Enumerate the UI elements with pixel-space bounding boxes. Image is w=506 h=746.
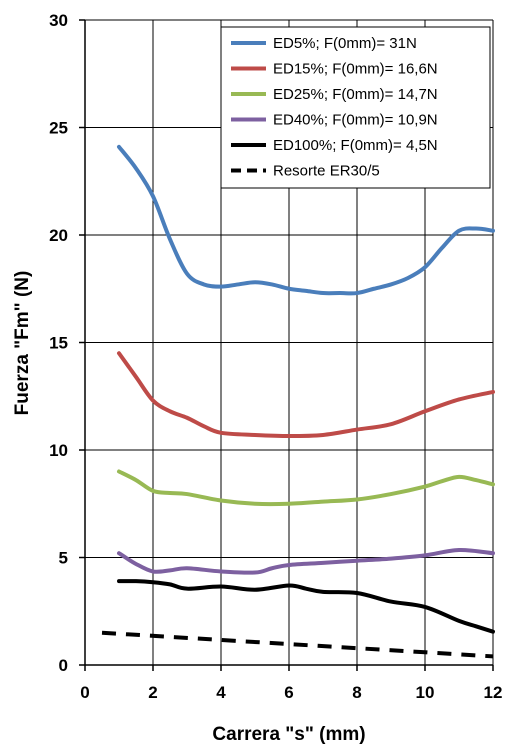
legend-label: ED100%; F(0mm)= 4,5N xyxy=(273,137,438,154)
legend-label: ED40%; F(0mm)= 10,9N xyxy=(273,112,438,129)
y-tick-label: 0 xyxy=(59,656,68,675)
series-lines xyxy=(101,144,495,659)
series-line xyxy=(101,630,494,659)
x-tick-label: 2 xyxy=(148,683,157,702)
series-line xyxy=(117,579,495,634)
x-tick-label: 4 xyxy=(216,683,226,702)
x-tick-label: 10 xyxy=(416,683,435,702)
x-tick-label: 12 xyxy=(484,683,503,702)
y-tick-label: 25 xyxy=(49,119,68,138)
legend-label: ED15%; F(0mm)= 16,6N xyxy=(273,61,438,78)
series-line xyxy=(117,547,495,575)
y-tick-label: 20 xyxy=(49,226,68,245)
y-axis-title: Fuerza "Fm" (N) xyxy=(12,271,33,416)
series-line xyxy=(117,469,495,507)
legend: ED5%; F(0mm)= 31N ED15%; F(0mm)= 16,6N ED2… xyxy=(220,26,491,189)
legend-box xyxy=(220,26,491,189)
y-tick-label: 30 xyxy=(49,11,68,30)
legend-label: ED25%; F(0mm)= 14,7N xyxy=(273,86,438,103)
series-line xyxy=(117,144,495,296)
x-tick-label: 0 xyxy=(80,683,89,702)
axes: 0 2 4 6 8 10 12 0 5 10 15 20 25 30 xyxy=(49,11,502,702)
legend-label: Resorte ER30/5 xyxy=(273,163,380,180)
y-tick-label: 10 xyxy=(49,441,68,460)
x-tick-label: 8 xyxy=(352,683,361,702)
y-tick-label: 15 xyxy=(49,334,68,353)
legend-label: ED5%; F(0mm)= 31N xyxy=(273,35,417,52)
x-tick-label: 6 xyxy=(284,683,293,702)
x-axis-title: Carrera "s" (mm) xyxy=(212,724,365,745)
series-line xyxy=(117,351,495,439)
y-tick-label: 5 xyxy=(59,549,68,568)
